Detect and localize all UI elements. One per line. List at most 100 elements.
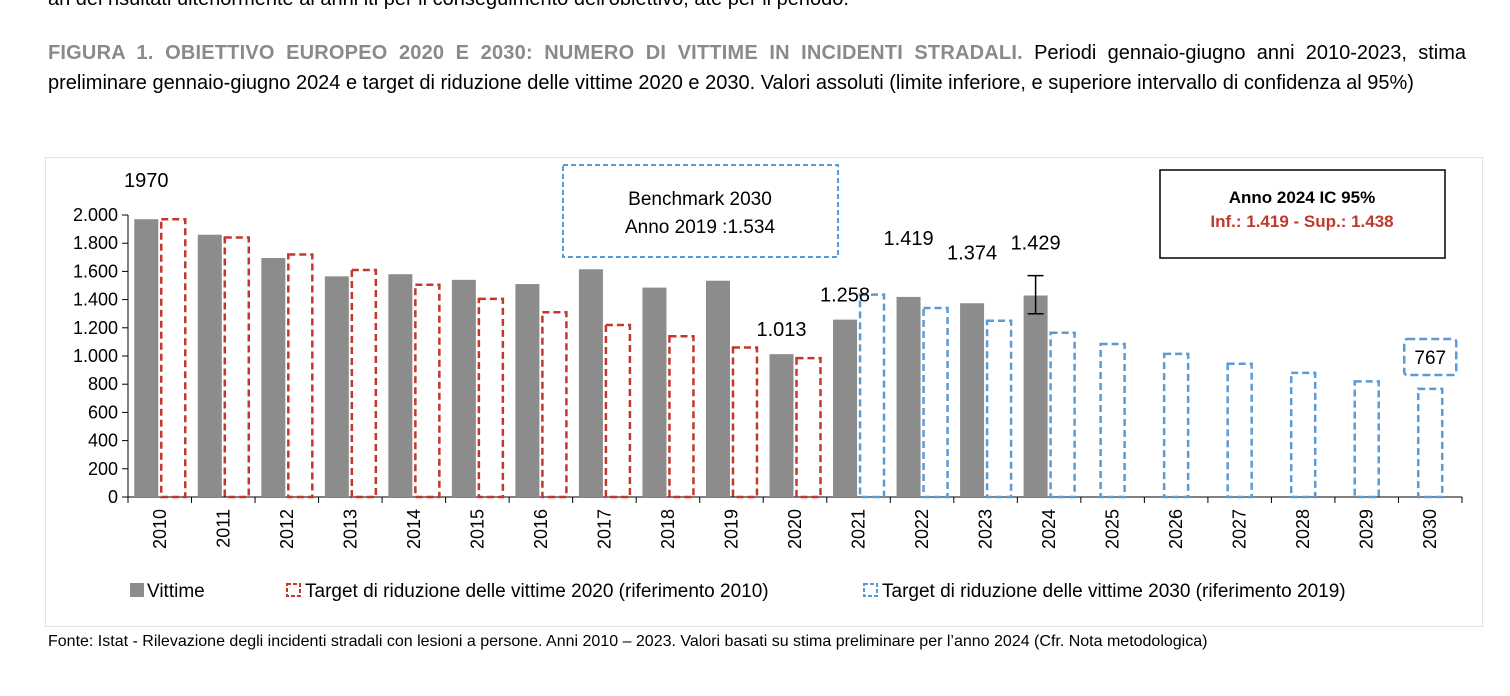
vittime-bar: [705, 280, 730, 497]
vittime-bar: [134, 219, 159, 498]
target-2020-bar: [160, 217, 187, 499]
y-tick-label: 800: [88, 374, 118, 394]
x-tick-label: 2011: [213, 509, 233, 548]
target-2030-bar: [1416, 387, 1444, 499]
y-tick-label: 1.400: [73, 290, 118, 310]
target-2030-bar: [1289, 371, 1317, 499]
target-2020-bar: [350, 268, 378, 499]
target-2030-bar: [985, 319, 1013, 499]
legend-label-target2020: Target di riduzione delle vittime 2020 (…: [305, 581, 769, 602]
target-2020-bar: [223, 236, 251, 499]
target-2020-bar: [604, 323, 632, 499]
x-tick-label: 2016: [531, 509, 551, 549]
vittime-bar: [896, 296, 921, 497]
target-2030-bar: [1353, 380, 1380, 499]
legend-label-target2030: Target di riduzione delle vittime 2030 (…: [882, 581, 1346, 602]
x-tick-label: 2020: [785, 509, 805, 549]
target-2020-bar: [287, 253, 314, 499]
data-label: 1.013: [756, 319, 806, 341]
figure-caption-text: Periodi gennaio-giugno anni 2010-2023, s…: [48, 42, 1466, 94]
y-tick-label: 1.000: [73, 346, 118, 366]
x-tick-label: 2022: [912, 509, 932, 549]
chart-annotations: Benchmark 2030 Anno 2019 :1.534 Anno 2024 …: [562, 164, 1458, 377]
target-2030-bar: [1226, 362, 1253, 499]
ic-box: [1159, 169, 1446, 259]
chart-labels: 1970 1.013 1.258 1.419 1.374 1.429: [124, 170, 1061, 341]
x-tick-label: 2014: [404, 509, 424, 549]
legend-swatch-target2030: [863, 583, 878, 597]
vittime-bar: [197, 234, 222, 498]
figure-caption-title: FIGURA 1. OBIETTIVO EUROPEO 2020 E 2030:…: [48, 42, 1023, 64]
x-tick-label: 2010: [150, 509, 170, 549]
benchmark-line1: Benchmark 2030: [628, 189, 772, 210]
y-tick-label: 600: [88, 402, 118, 422]
figure-caption: FIGURA 1. OBIETTIVO EUROPEO 2020 E 2030:…: [48, 38, 1466, 98]
y-tick-label: 1.800: [73, 233, 118, 253]
target-2020-bar: [795, 356, 822, 499]
target-2030-bar: [1099, 342, 1126, 499]
vittime-bar: [388, 274, 413, 497]
x-tick-label: 2012: [277, 509, 297, 549]
x-tick-label: 2030: [1420, 509, 1440, 549]
vittime-bar: [515, 284, 540, 497]
data-label: 1970: [124, 170, 169, 192]
target-2020-bar: [414, 283, 441, 499]
data-label: 1.374: [947, 242, 997, 264]
x-tick-label: 2018: [658, 509, 678, 549]
target-2030-bar: [922, 306, 949, 499]
label-767-box: [1402, 337, 1458, 377]
vittime-bar: [324, 276, 349, 497]
data-label: 1.429: [1011, 233, 1061, 255]
x-tick-label: 2021: [849, 509, 869, 549]
ic-line1: Anno 2024 IC 95%: [1229, 188, 1375, 207]
label-767: 767: [1414, 348, 1446, 369]
data-label: 1.419: [884, 228, 934, 250]
chart-frame: [45, 157, 1483, 627]
x-tick-label: 2019: [721, 509, 741, 549]
x-tick-label: 2026: [1166, 509, 1186, 549]
legend-swatch-vittime: [130, 583, 144, 597]
data-label: 1.258: [820, 285, 870, 307]
legend-swatch-target2020: [286, 583, 301, 597]
vittime-bar: [261, 258, 286, 497]
x-tick-label: 2027: [1230, 509, 1250, 549]
benchmark-line2: Anno 2019 :1.534: [625, 217, 775, 238]
vittime-bar: [578, 269, 603, 497]
vittime-bar: [960, 303, 985, 497]
y-tick-label: 1.600: [73, 261, 118, 281]
cut-off-text-line: an dei risultati ulteriormente ai anni i…: [48, 0, 849, 11]
benchmark-box: [562, 164, 839, 258]
target-2030-bar: [858, 293, 886, 499]
target-2030-bar: [1049, 331, 1076, 499]
source-note: Fonte: Istat - Rilevazione degli inciden…: [48, 633, 1208, 650]
vittime-bar: [833, 319, 858, 497]
ic-line2: Inf.: 1.419 - Sup.: 1.438: [1210, 212, 1393, 231]
x-tick-label: 2015: [467, 509, 487, 549]
x-tick-label: 2025: [1103, 509, 1123, 549]
y-tick-label: 1.200: [73, 318, 118, 338]
y-tick-label: 0: [108, 487, 118, 507]
y-tick-label: 400: [88, 431, 118, 451]
target-2020-bar: [668, 335, 695, 499]
chart-legend: Vittime Target di riduzione delle vittime…: [130, 581, 1346, 602]
x-tick-label: 2029: [1357, 509, 1377, 549]
x-tick-label: 2023: [976, 509, 996, 549]
chart-bars: [134, 217, 1444, 499]
legend-label-vittime: Vittime: [147, 581, 205, 602]
vittime-bar: [642, 287, 667, 497]
target-2020-bar: [731, 346, 759, 499]
x-tick-label: 2024: [1039, 509, 1059, 549]
vittime-bar: [769, 354, 794, 497]
y-tick-label: 200: [88, 459, 118, 479]
vittime-bar: [451, 279, 476, 497]
y-tick-label: 2.000: [73, 205, 118, 225]
chart-axes: 0 200 400 600 800 1.000 1.200 1.400 1.600 1.800 2.…: [73, 205, 1463, 549]
x-tick-label: 2028: [1293, 509, 1313, 549]
target-2020-bar: [477, 297, 505, 499]
x-tick-label: 2017: [594, 509, 614, 549]
target-2020-bar: [541, 311, 568, 499]
x-tick-label: 2013: [340, 509, 360, 549]
vittime-bar: [1023, 295, 1048, 497]
target-2030-bar: [1162, 352, 1190, 499]
